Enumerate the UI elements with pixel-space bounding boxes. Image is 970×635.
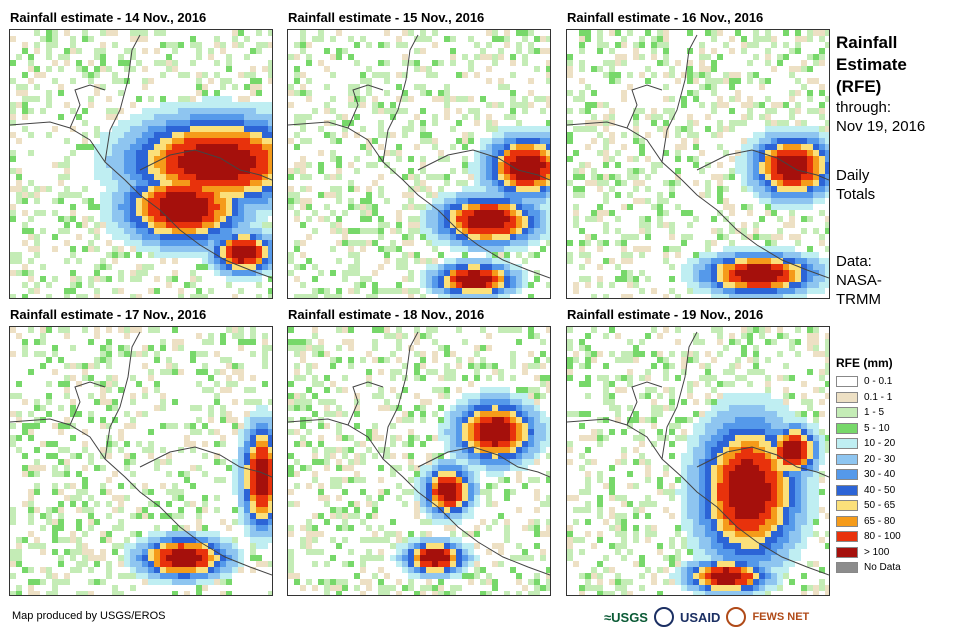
coastline-borders <box>288 34 550 279</box>
legend-label: 1 - 5 <box>864 407 885 419</box>
agency-logos: ≈USGS USAID FEWS NET <box>604 604 809 630</box>
legend-item: 80 - 100 <box>836 529 961 545</box>
legend-item: No Data <box>836 560 961 576</box>
map-panel-4 <box>9 326 273 596</box>
legend-label: 5 - 10 <box>864 422 890 434</box>
rainfall-map-3 <box>567 30 829 298</box>
legend-swatch <box>836 531 858 543</box>
coastline-borders <box>567 331 829 576</box>
map-title-line-3: (RFE) <box>836 77 882 96</box>
rainfall-raster <box>288 327 550 595</box>
legend-label: 40 - 50 <box>864 484 896 496</box>
map-panel-1 <box>9 29 273 299</box>
legend-label: > 100 <box>864 546 890 558</box>
legend-swatch <box>836 453 858 465</box>
coastline-borders <box>567 34 829 279</box>
map-panel-3 <box>566 29 830 299</box>
legend-label: 0 - 0.1 <box>864 376 893 388</box>
legend-item: 0.1 - 1 <box>836 390 961 406</box>
rainfall-map-4 <box>10 327 272 595</box>
legend-item: 0 - 0.1 <box>836 374 961 390</box>
coastline-borders <box>288 331 550 576</box>
legend-swatch <box>836 438 858 450</box>
panel-title-6: Rainfall estimate - 19 Nov., 2016 <box>567 307 764 322</box>
through-date: Nov 19, 2016 <box>836 118 926 135</box>
data-label: Data: <box>836 253 872 270</box>
map-title: Rainfall Estimate (RFE) <box>836 32 956 98</box>
panel-title-5: Rainfall estimate - 18 Nov., 2016 <box>288 307 485 322</box>
legend-item: 65 - 80 <box>836 514 961 530</box>
map-credit: Map produced by USGS/EROS <box>12 610 166 622</box>
legend-label: 10 - 20 <box>864 438 896 450</box>
usaid-seal-icon <box>653 607 674 627</box>
rainfall-map-6 <box>567 327 829 595</box>
legend-item: > 100 <box>836 545 961 561</box>
map-title-line-1: Rainfall <box>836 33 898 52</box>
daily-totals-label: Daily Totals <box>836 167 876 203</box>
legend-label: 50 - 65 <box>864 500 896 512</box>
map-title-line-2: Estimate <box>836 55 907 74</box>
legend-swatch <box>836 546 858 558</box>
legend-item: 10 - 20 <box>836 436 961 452</box>
panel-title-1: Rainfall estimate - 14 Nov., 2016 <box>10 10 207 25</box>
through-label: through: <box>836 99 892 116</box>
legend-title: RFE (mm) <box>836 356 893 370</box>
legend-item: 30 - 40 <box>836 467 961 483</box>
legend-swatch <box>836 376 858 388</box>
legend-label: 65 - 80 <box>864 515 896 527</box>
rainfall-map-5 <box>288 327 550 595</box>
panel-title-4: Rainfall estimate - 17 Nov., 2016 <box>10 307 207 322</box>
data-source: NASA- TRMM <box>836 272 882 308</box>
legend-label: 30 - 40 <box>864 469 896 481</box>
legend-item: 50 - 65 <box>836 498 961 514</box>
rainfall-raster <box>10 327 272 595</box>
legend-swatch <box>836 407 858 419</box>
fews-net-logo: FEWS NET <box>752 611 810 623</box>
legend-item: 1 - 5 <box>836 405 961 421</box>
rainfall-map-1 <box>10 30 272 298</box>
legend-label: No Data <box>864 562 901 574</box>
panel-title-2: Rainfall estimate - 15 Nov., 2016 <box>288 10 485 25</box>
rainfall-raster <box>10 30 272 298</box>
rainfall-raster <box>288 30 550 298</box>
through-block: through: Nov 19, 2016 <box>836 98 956 136</box>
usgs-logo: ≈USGS <box>604 609 648 625</box>
panel-title-3: Rainfall estimate - 16 Nov., 2016 <box>567 10 764 25</box>
legend-item: 5 - 10 <box>836 421 961 437</box>
coastline-borders <box>10 331 272 576</box>
legend-item: 20 - 30 <box>836 452 961 468</box>
legend-swatch <box>836 484 858 496</box>
fews-globe-icon <box>726 607 747 627</box>
legend-swatch <box>836 422 858 434</box>
map-panel-2 <box>287 29 551 299</box>
legend-label: 0.1 - 1 <box>864 391 893 403</box>
rainfall-raster <box>567 327 829 595</box>
map-panel-5 <box>287 326 551 596</box>
legend-label: 20 - 30 <box>864 453 896 465</box>
legend-item: 40 - 50 <box>836 483 961 499</box>
usaid-logo: USAID <box>679 609 721 625</box>
legend-swatch <box>836 515 858 527</box>
coastline-borders <box>10 34 272 279</box>
legend-swatch <box>836 562 858 574</box>
legend-swatch <box>836 391 858 403</box>
map-panel-6 <box>566 326 830 596</box>
legend-swatch <box>836 500 858 512</box>
legend: RFE (mm) 0 - 0.1 0.1 - 1 1 - 5 5 - 10 10 - 2… <box>836 356 961 576</box>
legend-label: 80 - 100 <box>864 531 901 543</box>
rainfall-map-2 <box>288 30 550 298</box>
data-source-block: Data: NASA- TRMM <box>836 252 956 309</box>
rainfall-raster <box>567 30 829 298</box>
legend-swatch <box>836 469 858 481</box>
